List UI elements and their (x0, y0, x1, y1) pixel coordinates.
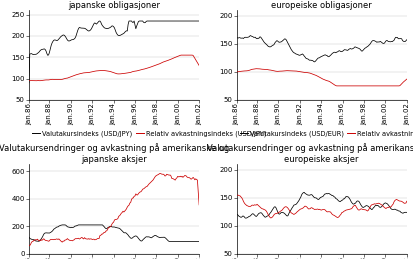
Title: Valutakursendringer og avkastning på amerikanske og
japanske obligasjoner: Valutakursendringer og avkastning på ame… (0, 0, 229, 10)
Legend: Valutakursindeks (USD/EUR), Relativ avkastningsindeks (USD/EUR): Valutakursindeks (USD/EUR), Relativ avka… (240, 130, 413, 136)
Title: Valutakursendringer og avkastning på amerikanske og
europeiske aksjer: Valutakursendringer og avkastning på ame… (206, 143, 413, 163)
Title: Valutakursendringer og avkastning på amerikanske og
japanske aksjer: Valutakursendringer og avkastning på ame… (0, 143, 229, 163)
Title: Valutakursendringer og avkastning på amerikanske og
europeiske obligasjoner: Valutakursendringer og avkastning på ame… (206, 0, 413, 10)
Legend: Valutakursindeks (USD/JPY), Relativ avkastningsindeks (USD/JPY): Valutakursindeks (USD/JPY), Relativ avka… (32, 130, 266, 136)
